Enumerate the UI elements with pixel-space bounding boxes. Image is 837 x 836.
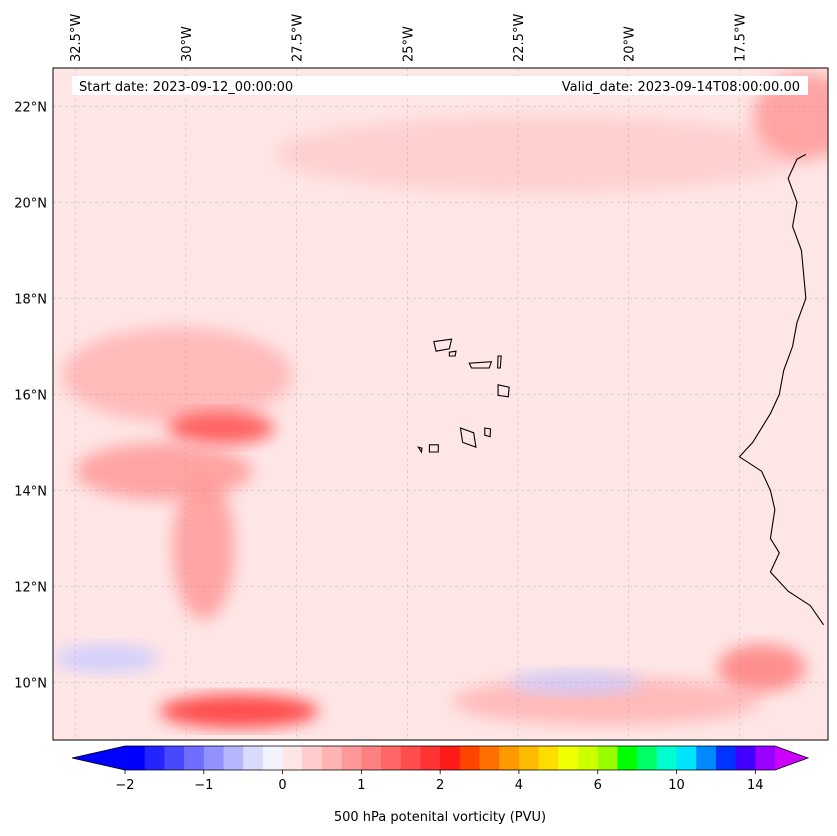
island-outline xyxy=(433,338,453,352)
latitude-tick-labels: 22°N 20°N 18°N 16°N 14°N 12°N 10°N xyxy=(14,100,47,691)
island-outline xyxy=(497,384,510,398)
colorbar-cell xyxy=(597,746,618,770)
coastlines xyxy=(417,153,825,626)
colorbar-tick-label: 2 xyxy=(436,778,444,793)
colorbar-cell xyxy=(755,746,776,770)
island-outline xyxy=(484,427,492,438)
lon-tick-label: 17.5°W xyxy=(733,14,748,62)
colorbar-tick-label: −1 xyxy=(194,778,213,793)
pv-streak-west xyxy=(172,476,235,620)
colorbar-cell xyxy=(637,746,658,770)
island-outline xyxy=(417,446,423,454)
colorbar-cell xyxy=(184,746,205,770)
pv-max-southeast xyxy=(717,644,806,692)
colorbar-cell xyxy=(578,746,599,770)
lat-tick-label: 14°N xyxy=(14,484,47,499)
colorbar-cell xyxy=(617,746,638,770)
lat-tick-label: 10°N xyxy=(14,676,47,691)
island-outline xyxy=(459,427,477,449)
colorbar-cell xyxy=(262,746,284,770)
colorbar-tick-label: 14 xyxy=(747,778,764,793)
island-outline xyxy=(428,444,439,453)
date-header-box xyxy=(72,76,808,95)
colorbar-tick-label: −2 xyxy=(115,778,134,793)
colorbar-cell xyxy=(440,746,461,770)
colorbar-cell xyxy=(558,746,579,770)
colorbar-cell xyxy=(144,746,165,770)
longitude-tick-labels: 32.5°W 30°W 27.5°W 25°W 22.5°W 20°W 17.5°W xyxy=(69,14,748,62)
colorbar-ticks: −2 −1 0 1 2 4 6 10 14 xyxy=(115,770,764,793)
island-outline xyxy=(468,361,493,369)
pv-band-northwest xyxy=(61,327,293,424)
date-header: Start date: 2023-09-12_00:00:00 Valid_da… xyxy=(72,76,808,95)
colorbar-tick-label: 0 xyxy=(278,778,286,793)
island-outline xyxy=(448,350,457,357)
colorbar-tick-label: 6 xyxy=(594,778,602,793)
lon-tick-label: 32.5°W xyxy=(69,14,84,62)
colorbar-tick-label: 4 xyxy=(515,778,523,793)
colorbar-cell xyxy=(420,746,441,770)
colorbar-under-arrow xyxy=(72,746,125,770)
pv-max-west xyxy=(168,411,275,445)
colorbar-cell xyxy=(715,746,737,770)
start-date-text: Start date: 2023-09-12_00:00:00 xyxy=(79,80,293,95)
colorbar-cell xyxy=(361,746,382,770)
pv-low-west xyxy=(53,644,160,673)
colorbar-tick-label: 10 xyxy=(668,778,685,793)
colorbar-cell xyxy=(282,746,303,770)
valid-date-text: Valid_date: 2023-09-14T08:00:00.00 xyxy=(562,80,800,95)
colorbar-cell xyxy=(125,746,146,770)
colorbar-label: 500 hPa potenital vorticity (PVU) xyxy=(334,810,546,825)
lon-tick-label: 30°W xyxy=(180,26,195,62)
lon-tick-label: 25°W xyxy=(401,26,416,62)
colorbar-cell xyxy=(696,746,717,770)
africa-coastline xyxy=(738,153,825,626)
colorbar-cell xyxy=(400,746,421,770)
island-outline xyxy=(497,355,502,369)
pv-max-south xyxy=(159,694,319,728)
colorbar-cell xyxy=(341,746,362,770)
colorbar-cell xyxy=(381,746,402,770)
lat-tick-label: 12°N xyxy=(14,580,47,595)
gridlines xyxy=(53,68,828,740)
pv-band-north xyxy=(274,115,806,193)
colorbar-cell xyxy=(223,746,244,770)
colorbar-cell xyxy=(479,746,500,770)
colorbar-cell xyxy=(459,746,481,770)
colorbar-tick-label: 1 xyxy=(357,778,365,793)
colorbar-cell xyxy=(302,746,323,770)
colorbar-cell xyxy=(735,746,756,770)
lat-tick-label: 22°N xyxy=(14,100,47,115)
lat-tick-label: 16°N xyxy=(14,388,47,403)
colorbar-cell xyxy=(243,746,264,770)
colorbar-cell xyxy=(676,746,697,770)
lon-tick-label: 27.5°W xyxy=(291,14,306,62)
colorbar-cell xyxy=(538,746,559,770)
colorbar-cell xyxy=(321,746,343,770)
colorbar: −2 −1 0 1 2 4 6 10 14 500 hPa potenital vorticit… xyxy=(71,745,810,825)
map-frame xyxy=(52,67,829,741)
colorbar-cell xyxy=(518,746,540,770)
lat-tick-label: 18°N xyxy=(14,292,47,307)
lon-tick-label: 22.5°W xyxy=(512,14,527,62)
colorbar-cell xyxy=(499,746,520,770)
lon-tick-label: 20°W xyxy=(623,26,638,62)
pv-band-west xyxy=(75,442,253,501)
colorbar-cell xyxy=(164,746,185,770)
colorbar-over-arrow xyxy=(775,746,808,770)
lat-tick-label: 20°N xyxy=(14,196,47,211)
map-area xyxy=(52,67,829,741)
colorbar-cell xyxy=(203,746,224,770)
colorbar-cells xyxy=(125,746,776,770)
colorbar-cell xyxy=(656,746,678,770)
